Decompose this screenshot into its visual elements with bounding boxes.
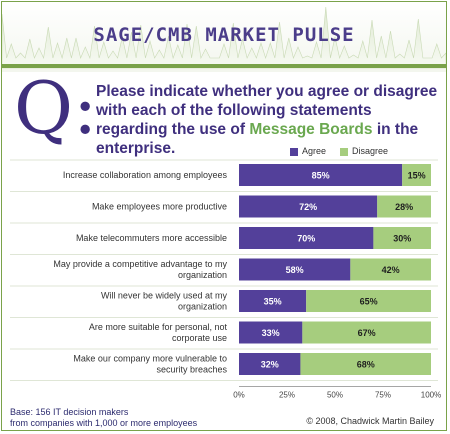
question-letter: Q: xyxy=(14,66,98,150)
bar-agree xyxy=(239,353,301,375)
legend-disagree-swatch xyxy=(340,147,349,156)
bar-agree xyxy=(239,195,378,218)
category-label: Make our company more vulnerable to secur… xyxy=(73,354,227,375)
bar-agree xyxy=(239,164,403,186)
bar-agree xyxy=(239,227,374,249)
category-label: May provide a competitive advantage to m… xyxy=(53,259,227,280)
bar-agree xyxy=(239,321,303,344)
bar-disagree xyxy=(306,290,431,312)
data-label-agree: 58% xyxy=(286,265,304,275)
data-label-agree: 72% xyxy=(299,202,317,212)
category-label: Make telecommuters more accessible xyxy=(76,233,227,243)
banner: SAGE/CMB MARKET PULSE xyxy=(2,2,446,72)
data-label-disagree: 15% xyxy=(408,171,426,181)
legend-disagree: Disagree xyxy=(340,146,388,156)
footer-base-line1: Base: 156 IT decision makers xyxy=(10,407,129,417)
data-label-agree: 35% xyxy=(264,297,282,307)
bar-agree xyxy=(239,290,307,312)
x-tick-label: 100% xyxy=(421,391,441,400)
question-highlight: Message Boards xyxy=(249,121,373,138)
data-label-disagree: 68% xyxy=(357,360,375,370)
data-label-disagree: 65% xyxy=(360,297,378,307)
footer-base-line2: from companies with 1,000 or more employ… xyxy=(10,418,198,428)
category-label: Are more suitable for personal, not corpo… xyxy=(89,322,228,343)
question-text-end: in the enterprise. xyxy=(96,121,419,157)
bar-disagree xyxy=(402,164,431,186)
category-label: Make employees more productive xyxy=(92,202,227,212)
category-label: Will never be widely used at my organizat… xyxy=(101,291,228,312)
category-label: Increase collaboration among employees xyxy=(63,170,228,180)
x-tick-label: 50% xyxy=(327,391,343,400)
data-label-disagree: 28% xyxy=(395,202,413,212)
chart-legend: Agree Disagree xyxy=(290,146,388,156)
banner-divider xyxy=(2,64,446,68)
stacked-bar-chart: Increase collaboration among employees Ma… xyxy=(10,159,441,400)
bar-disagree xyxy=(302,321,431,344)
data-label-disagree: 30% xyxy=(393,234,411,244)
bar-agree xyxy=(239,258,351,281)
data-label-disagree: 67% xyxy=(358,328,376,338)
question-text: Please indicate whether you agree or dis… xyxy=(96,82,446,158)
data-label-agree: 32% xyxy=(261,360,279,370)
bar-disagree xyxy=(350,258,431,281)
banner-title: SAGE/CMB MARKET PULSE xyxy=(93,24,355,46)
data-label-agree: 70% xyxy=(297,234,315,244)
legend-agree: Agree xyxy=(290,146,326,156)
x-tick-label: 25% xyxy=(279,391,295,400)
question-text-start: Please indicate whether you agree or dis… xyxy=(96,83,438,138)
bar-disagree xyxy=(373,227,431,249)
footer-base-note: Base: 156 IT decision makers from compan… xyxy=(10,407,197,429)
banner-burst-graphic xyxy=(2,6,446,69)
data-label-agree: 33% xyxy=(262,328,280,338)
legend-agree-swatch xyxy=(290,147,298,156)
bar-disagree xyxy=(377,195,431,218)
legend-agree-label: Agree xyxy=(302,146,327,156)
x-tick-label: 0% xyxy=(233,391,245,400)
x-tick-label: 75% xyxy=(375,391,391,400)
legend-disagree-label: Disagree xyxy=(352,146,389,156)
footer-copyright: © 2008, Chadwick Martin Bailey xyxy=(306,416,434,426)
bar-disagree xyxy=(300,353,431,375)
data-label-disagree: 42% xyxy=(382,265,400,275)
data-label-agree: 85% xyxy=(312,171,330,181)
